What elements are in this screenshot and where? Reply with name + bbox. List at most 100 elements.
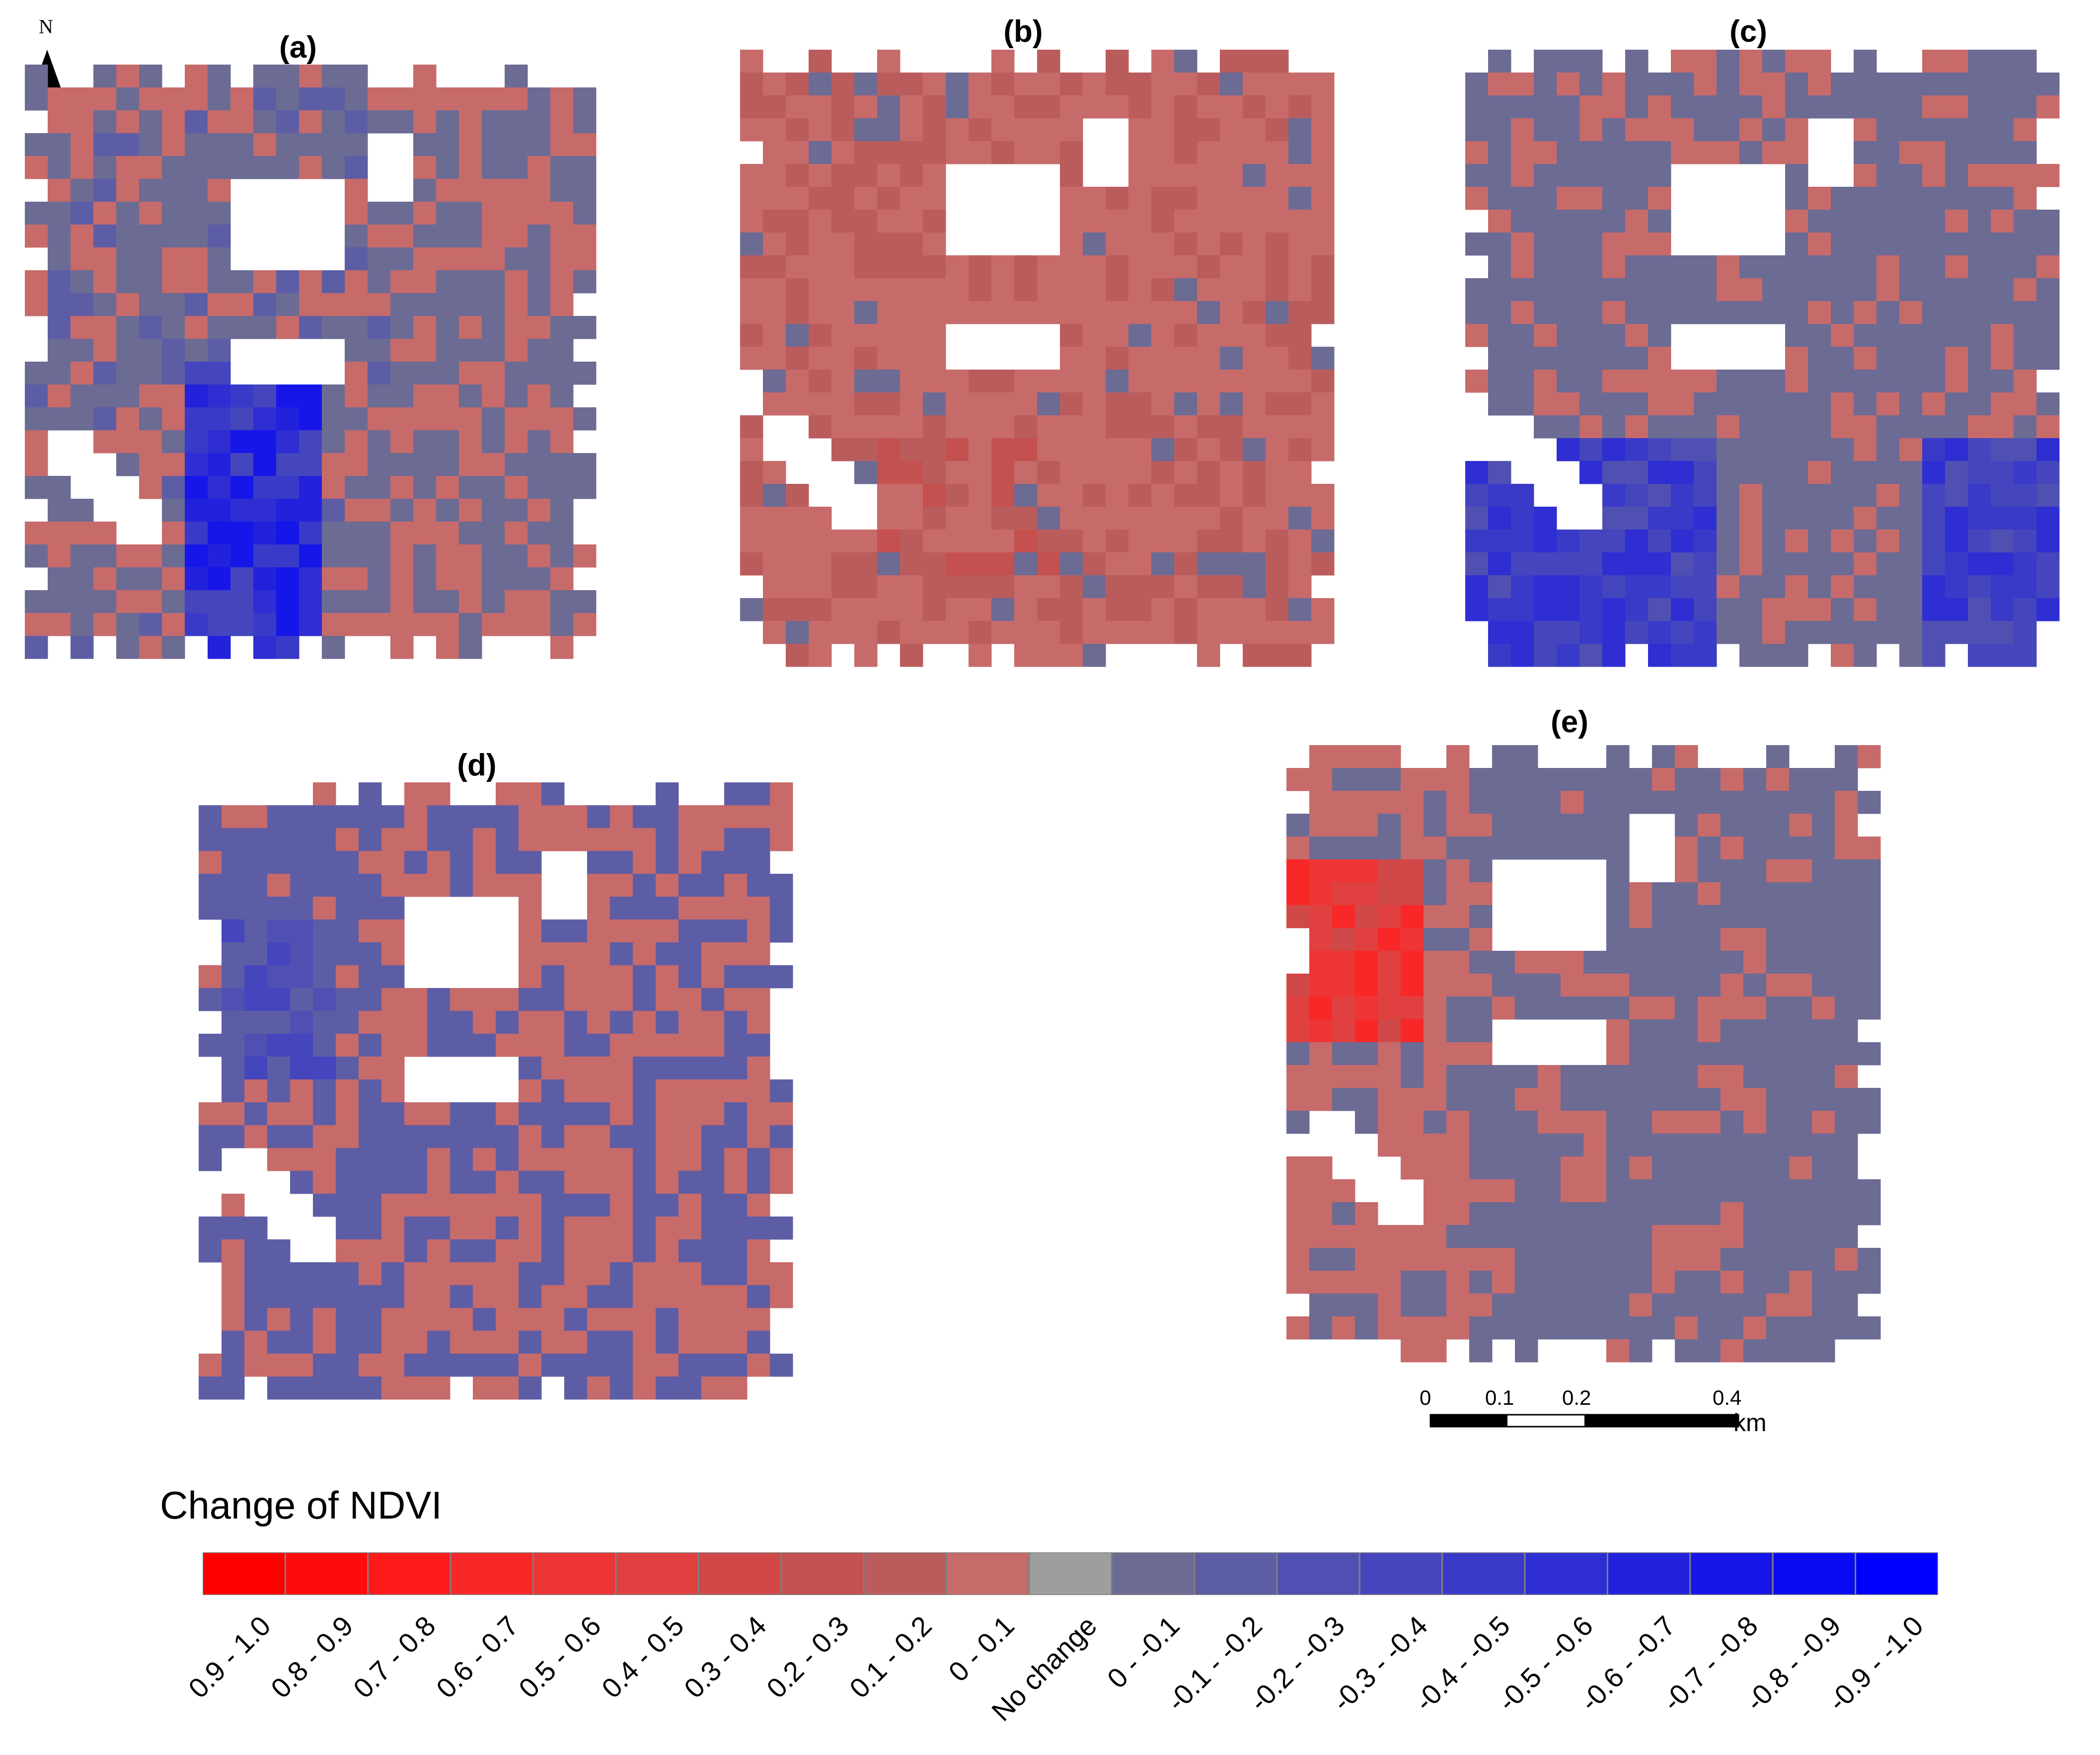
raster-cell (1922, 187, 1946, 210)
raster-cell (678, 805, 702, 829)
raster-cell (313, 1148, 336, 1171)
raster-cell (656, 897, 679, 920)
raster-cell (1060, 141, 1083, 164)
raster-cell (1060, 644, 1083, 667)
raster-cell (1266, 187, 1289, 210)
raster-cell (1332, 791, 1355, 814)
raster-cell (1789, 1248, 1812, 1271)
raster-cell (381, 1034, 405, 1057)
raster-cell (1174, 438, 1198, 461)
raster-cell (1648, 552, 1671, 576)
raster-cell (541, 1011, 565, 1034)
raster-cell (185, 87, 208, 111)
raster-cell (1106, 232, 1129, 256)
raster-cell (1106, 507, 1129, 530)
raster-cell (1854, 187, 1877, 210)
raster-cell (368, 202, 391, 225)
raster-cell (390, 590, 414, 613)
raster-cell (359, 942, 382, 966)
raster-cell (162, 202, 185, 225)
raster-cell (359, 1057, 382, 1080)
raster-cell (1831, 187, 1854, 210)
raster-cell (678, 1285, 702, 1308)
raster-cell (1538, 1156, 1561, 1180)
panel-label-b: (b) (1003, 14, 1043, 49)
raster-cell (573, 362, 597, 385)
raster-cell (1083, 210, 1106, 233)
raster-cell (505, 133, 528, 156)
raster-cell (1812, 859, 1835, 883)
raster-cell (71, 247, 94, 271)
raster-cell (527, 339, 551, 362)
raster-cell (139, 476, 162, 499)
raster-cell (573, 590, 597, 613)
raster-cell (1511, 530, 1534, 553)
raster-cell (1625, 392, 1649, 416)
raster-cell (1991, 278, 2014, 302)
raster-cell (1858, 905, 1881, 928)
raster-cell (404, 1308, 428, 1331)
raster-cell (1717, 415, 1740, 439)
raster-cell (404, 1239, 428, 1263)
raster-cell (1876, 164, 1900, 187)
raster-cell (969, 415, 992, 439)
raster-cell (1831, 324, 1854, 347)
raster-cell (923, 461, 946, 484)
raster-cell (678, 965, 702, 989)
scale-unit: km (1733, 1409, 1767, 1437)
raster-cell (519, 805, 542, 829)
raster-cell (390, 499, 414, 522)
raster-cell (610, 1239, 633, 1263)
raster-cell (381, 1171, 405, 1194)
raster-cell (313, 1308, 336, 1331)
raster-cell (322, 293, 345, 316)
raster-cell (1037, 118, 1060, 142)
raster-cell (1922, 552, 1946, 576)
raster-cell (1583, 1271, 1607, 1294)
raster-cell (1766, 1042, 1790, 1066)
raster-cell (276, 613, 300, 636)
raster-cell (1106, 552, 1129, 576)
raster-cell (1174, 598, 1198, 621)
raster-cell (1465, 164, 1489, 187)
raster-cell (1991, 392, 2014, 416)
raster-cell (368, 87, 391, 111)
raster-cell (1899, 164, 1923, 187)
raster-cell (1355, 928, 1378, 951)
raster-cell (1401, 1065, 1424, 1088)
raster-cell (1876, 210, 1900, 233)
raster-cell (1766, 1271, 1790, 1294)
raster-cell (162, 225, 185, 248)
raster-cell (2014, 644, 2037, 667)
raster-cell (1561, 1179, 1584, 1203)
raster-cell (1625, 415, 1649, 439)
raster-cell (482, 362, 505, 385)
raster-cell (276, 87, 300, 111)
raster-cell (1083, 370, 1106, 393)
raster-cell (831, 324, 855, 347)
legend-swatch (863, 1552, 947, 1595)
raster-cell (1469, 1019, 1493, 1043)
legend-swatch (532, 1552, 617, 1595)
raster-cell (482, 499, 505, 522)
legend-swatch (1772, 1552, 1857, 1595)
raster-cell (747, 1011, 770, 1034)
raster-cell (1128, 621, 1152, 644)
raster-cell (1557, 141, 1580, 164)
raster-cell (1762, 278, 1786, 302)
raster-cell (1831, 530, 1854, 553)
raster-cell (1488, 347, 1511, 370)
raster-cell (610, 1125, 633, 1148)
raster-cell (1355, 1202, 1378, 1225)
raster-cell (1991, 370, 2014, 393)
raster-cell (313, 1057, 336, 1080)
raster-cell (359, 1331, 382, 1354)
raster-cell (1945, 598, 1968, 621)
raster-cell (763, 621, 786, 644)
raster-cell (770, 1354, 793, 1377)
raster-cell (1083, 301, 1106, 324)
raster-cell (1766, 859, 1790, 883)
raster-cell (1694, 141, 1717, 164)
raster-cell (1286, 1111, 1310, 1134)
raster-cell (116, 544, 140, 568)
